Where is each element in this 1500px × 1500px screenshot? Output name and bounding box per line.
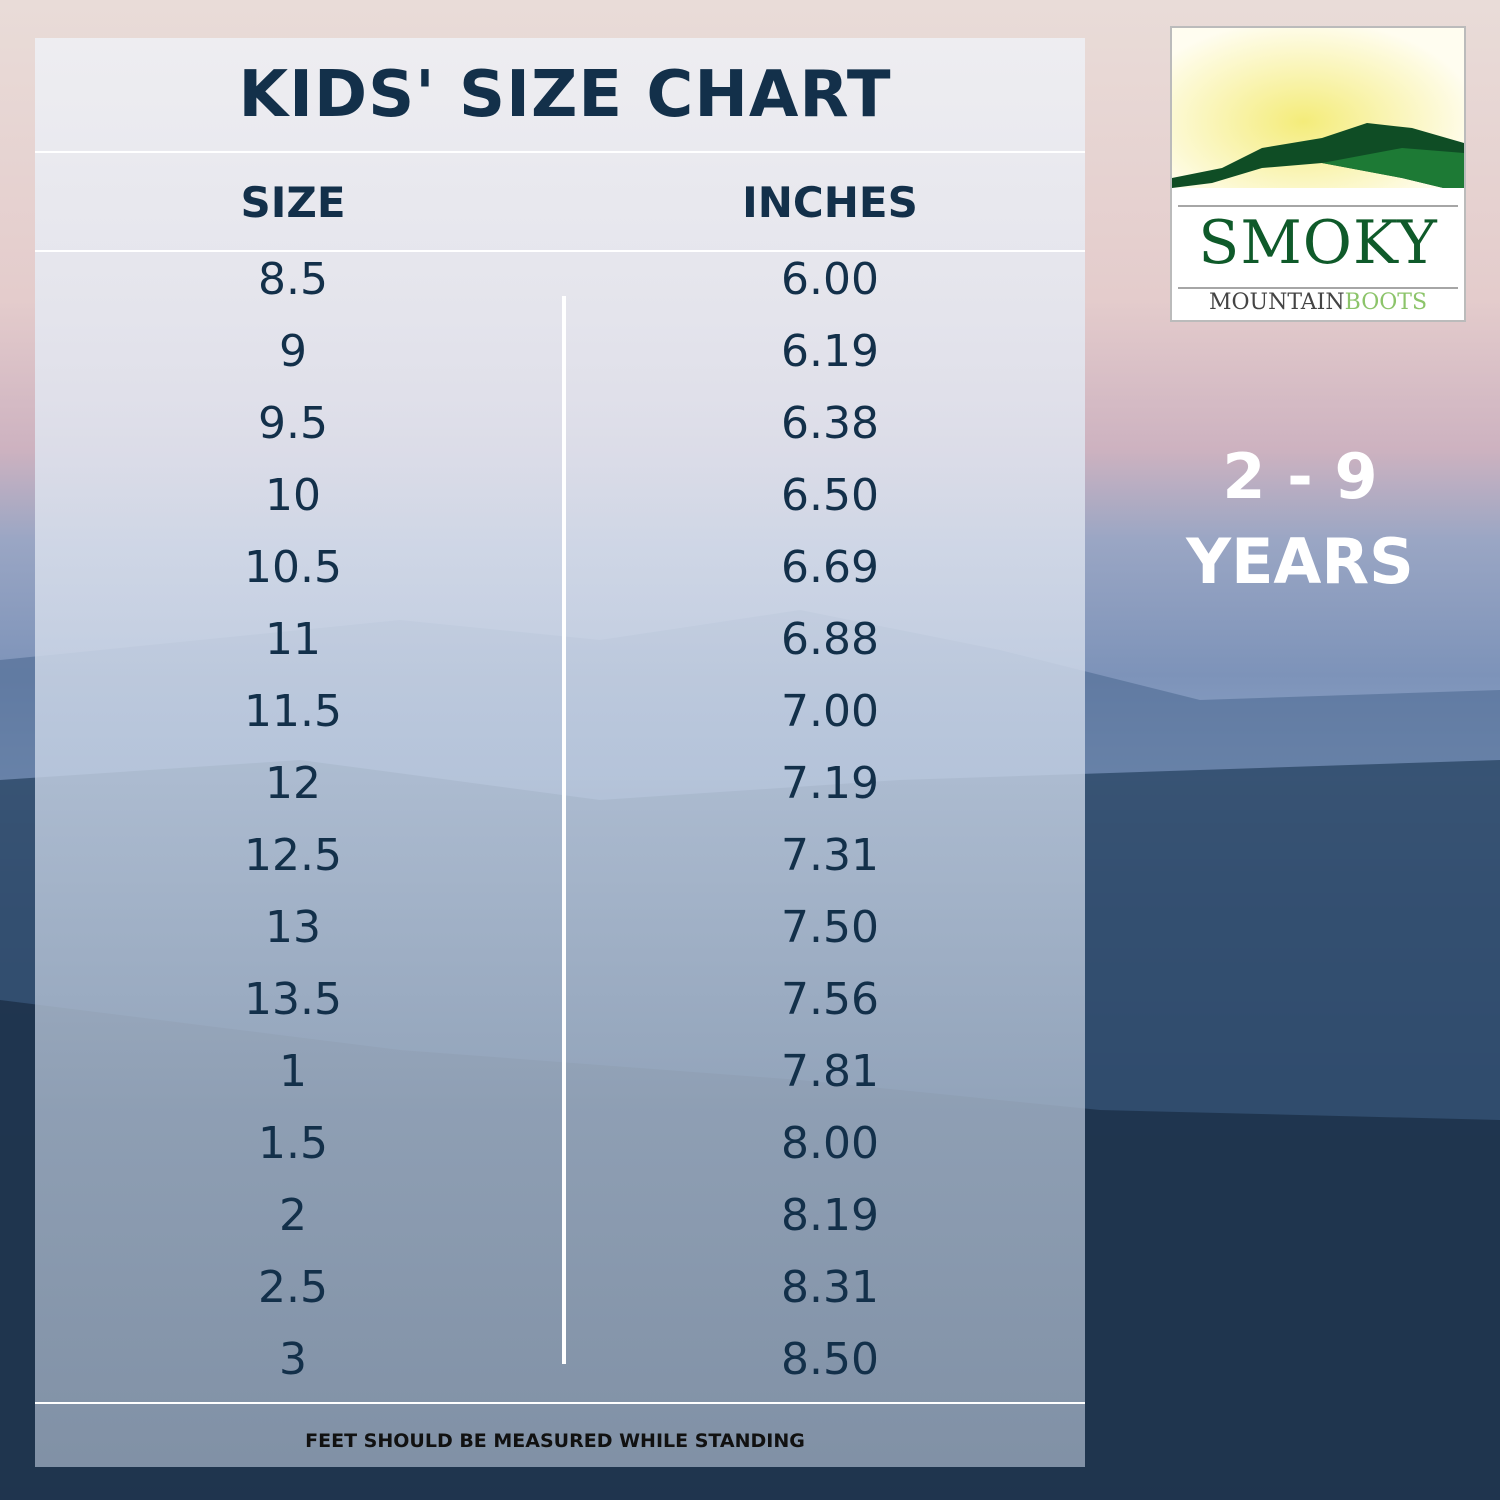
size-chart-panel: KIDS' SIZE CHART SIZE INCHES 8.5 6.00 9 6.1… (35, 38, 1085, 1467)
inches-cell: 6.19 (781, 326, 879, 377)
divider (35, 151, 1085, 153)
divider (35, 1402, 1085, 1404)
size-cell: 13.5 (244, 974, 342, 1025)
inches-cell: 8.00 (781, 1118, 879, 1169)
logo-word-mountain: MOUNTAIN (1208, 290, 1345, 315)
size-cell: 10.5 (244, 542, 342, 593)
size-cell: 10 (265, 470, 321, 521)
inches-cell: 7.00 (781, 686, 879, 737)
inches-cell: 6.69 (781, 542, 879, 593)
age-range-unit: YEARS (1186, 525, 1414, 598)
smoky-mountain-boots-logo: SMOKY MOUNTAINBOOTS (1170, 26, 1466, 322)
inches-cell: 8.19 (781, 1190, 879, 1241)
inches-cell: 7.81 (781, 1046, 879, 1097)
inches-cell: 6.00 (781, 254, 879, 305)
inches-cell: 6.88 (781, 614, 879, 665)
column-divider (562, 296, 566, 1364)
column-header-size: SIZE (240, 178, 346, 227)
size-cell: 12.5 (244, 830, 342, 881)
inches-cell: 7.19 (781, 758, 879, 809)
size-cell: 8.5 (258, 254, 328, 305)
size-cell: 13 (265, 902, 321, 953)
inches-cell: 8.31 (781, 1262, 879, 1313)
inches-cell: 7.56 (781, 974, 879, 1025)
size-cell: 3 (279, 1334, 307, 1385)
logo-word-smoky: SMOKY (1198, 208, 1438, 278)
column-header-inches: INCHES (742, 178, 918, 227)
size-cell: 12 (265, 758, 321, 809)
logo-word-boots: BOOTS (1344, 290, 1428, 315)
size-cell: 2 (279, 1190, 307, 1241)
size-cell: 11.5 (244, 686, 342, 737)
inches-cell: 6.50 (781, 470, 879, 521)
size-cell: 1 (279, 1046, 307, 1097)
inches-cell: 7.50 (781, 902, 879, 953)
inches-cell: 8.50 (781, 1334, 879, 1385)
size-cell: 2.5 (258, 1262, 328, 1313)
size-cell: 1.5 (258, 1118, 328, 1169)
size-cell: 9 (279, 326, 307, 377)
divider (35, 250, 1085, 252)
inches-cell: 7.31 (781, 830, 879, 881)
size-cell: 9.5 (258, 398, 328, 449)
inches-cell: 6.38 (781, 398, 879, 449)
chart-title: KIDS' SIZE CHART (238, 58, 892, 132)
footer-note: FEET SHOULD BE MEASURED WHILE STANDING (305, 1430, 805, 1452)
age-range: 2 - 9 (1222, 440, 1378, 513)
size-cell: 11 (265, 614, 321, 665)
